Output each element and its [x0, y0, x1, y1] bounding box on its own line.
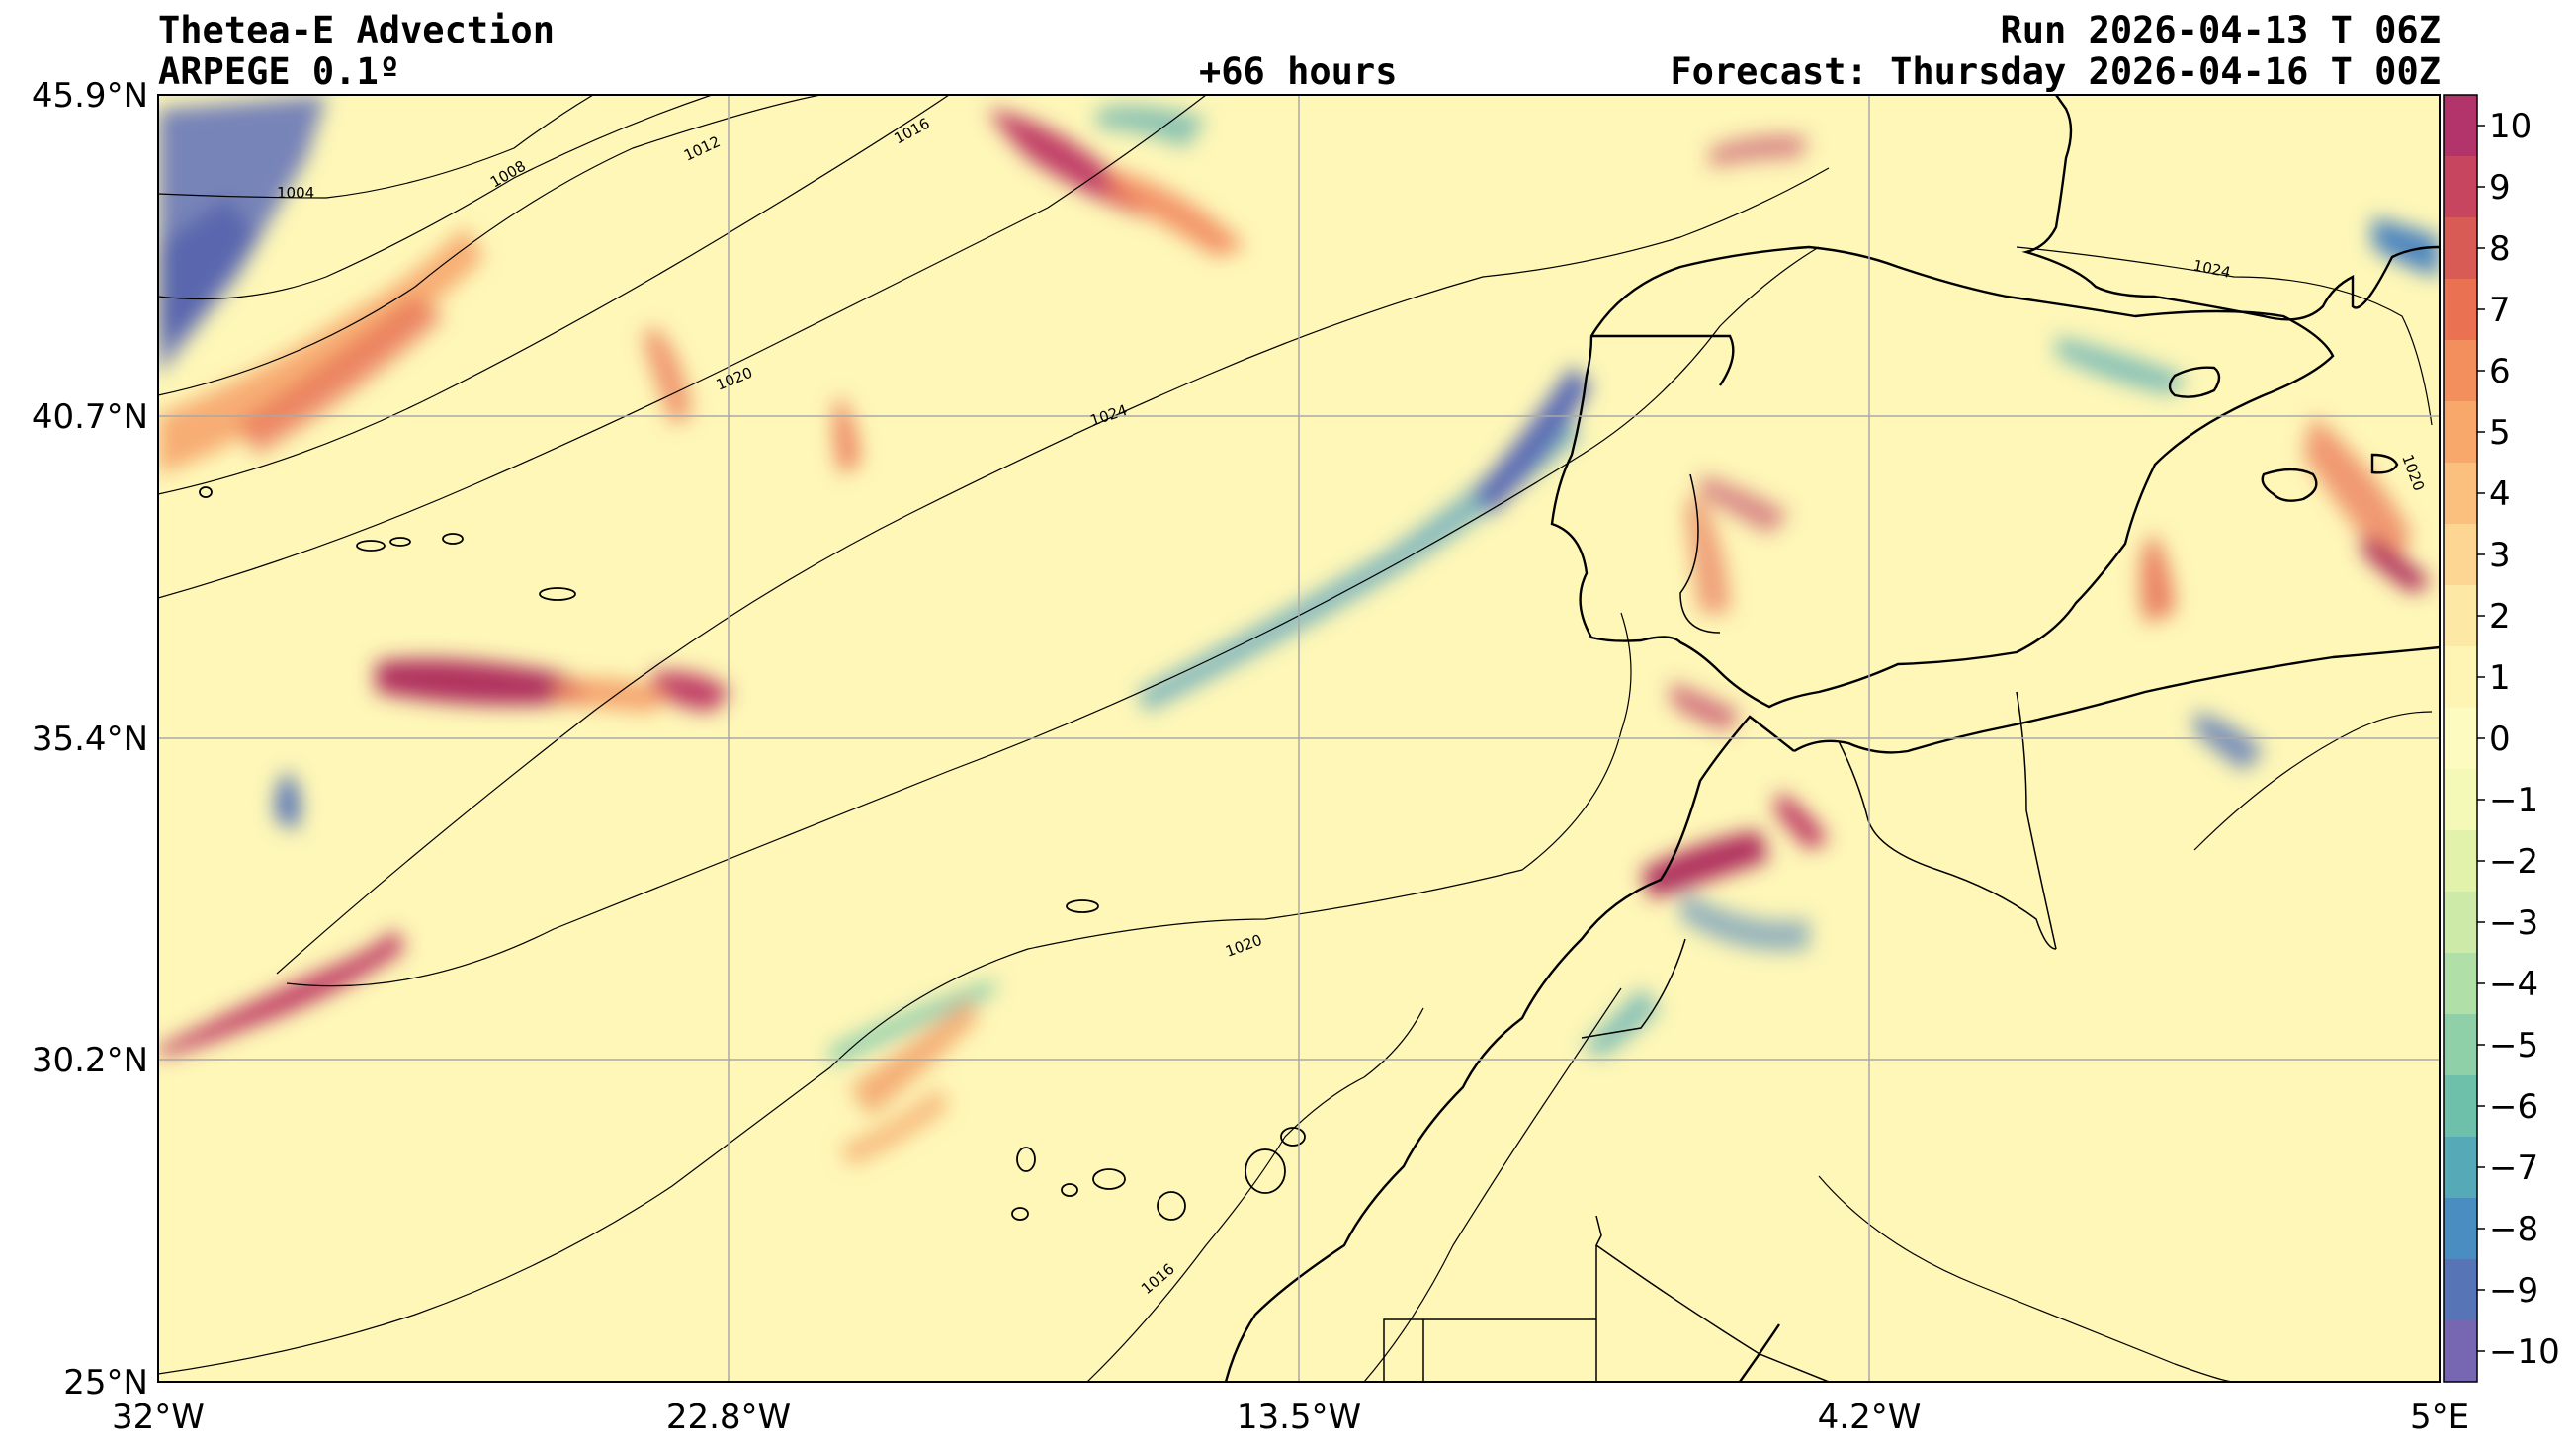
islands	[199, 486, 1306, 1221]
colorbar-tick-label: −7	[2489, 1148, 2538, 1188]
advection-shading	[158, 95, 2440, 1166]
colorbar-band	[2444, 646, 2477, 709]
lat-label: 25°N	[63, 1363, 148, 1403]
colorbar-band	[2444, 95, 2477, 157]
isobar-lines	[158, 95, 2433, 1382]
colorbar-tick-label: −3	[2489, 903, 2538, 943]
colorbar-tick-label: 3	[2489, 536, 2511, 575]
colorbar-band	[2444, 769, 2477, 831]
colorbar-tick-label: 1	[2489, 658, 2511, 698]
colorbar-band	[2444, 279, 2477, 341]
colorbar-band	[2444, 953, 2477, 1015]
colorbar-band	[2444, 585, 2477, 647]
lat-label: 45.9°N	[32, 76, 148, 116]
isobar-label: 1004	[277, 184, 314, 202]
colorbar-tick-label: 10	[2489, 107, 2532, 146]
colorbar-tick-label: 2	[2489, 597, 2511, 637]
lat-label: 40.7°N	[32, 397, 148, 437]
colorbar-tick-label: 4	[2489, 474, 2511, 514]
colorbar-band	[2444, 1320, 2477, 1383]
colorbar-band	[2444, 217, 2477, 280]
lon-label: 4.2°W	[1818, 1398, 1922, 1437]
colorbar-band	[2444, 1075, 2477, 1138]
colorbar-band	[2444, 1014, 2477, 1076]
colorbar-band	[2444, 1137, 2477, 1199]
lon-label: 22.8°W	[666, 1398, 791, 1437]
colorbar-band	[2444, 340, 2477, 402]
colorbar-band	[2444, 156, 2477, 218]
lat-label: 35.4°N	[32, 720, 148, 759]
colorbar-tick-label: −6	[2489, 1087, 2538, 1127]
colorbar-band	[2444, 830, 2477, 893]
colorbar-tick-label: −4	[2489, 965, 2538, 1004]
colorbar-tick-label: −2	[2489, 842, 2538, 882]
colorbar-band	[2444, 1198, 2477, 1260]
colorbar-tick-label: 5	[2489, 413, 2511, 453]
colorbar-tick-label: 6	[2489, 352, 2511, 391]
forecast-time: Forecast: Thursday 2026-04-16 T 00Z	[1670, 50, 2441, 93]
map-title: Thetea-E Advection	[158, 9, 555, 51]
colorbar-tick-label: −10	[2489, 1332, 2560, 1372]
colorbar-tick-label: −1	[2489, 781, 2538, 820]
graticule	[158, 95, 2440, 1382]
colorbar-band	[2444, 524, 2477, 586]
colorbar-tick-label: −8	[2489, 1210, 2538, 1249]
colorbar-tick-label: −5	[2489, 1026, 2538, 1065]
colorbar-band	[2444, 708, 2477, 770]
colorbar-tick-label: 0	[2489, 720, 2511, 759]
map-frame	[157, 94, 2441, 1383]
run-time: Run 2026-04-13 T 06Z	[2000, 9, 2441, 51]
lon-label: 32°W	[112, 1398, 205, 1437]
colorbar-tick-label: 7	[2489, 291, 2511, 330]
lat-labels: 45.9°N 40.7°N 35.4°N 30.2°N 25°N	[32, 76, 148, 1403]
lon-label: 5°E	[2410, 1398, 2469, 1437]
borders	[1383, 473, 2057, 1382]
colorbar-tick-label: 8	[2489, 229, 2511, 269]
map-plot: 1004 1008 1012 1016 1020 1024 1020 1016 …	[158, 95, 2440, 1382]
colorbar-band	[2444, 892, 2477, 954]
colorbar-band	[2444, 401, 2477, 464]
lon-label: 13.5°W	[1237, 1398, 1361, 1437]
lead-time: +66 hours	[1199, 50, 1398, 93]
lon-labels: 32°W 22.8°W 13.5°W 4.2°W 5°E	[112, 1398, 2469, 1437]
colorbar-band	[2444, 463, 2477, 525]
colorbar-tick-label: 9	[2489, 168, 2511, 208]
lat-label: 30.2°N	[32, 1041, 148, 1080]
model-label: ARPEGE 0.1º	[158, 50, 401, 93]
colorbar-tick-label: −9	[2489, 1271, 2538, 1311]
colorbar-band	[2444, 1259, 2477, 1321]
